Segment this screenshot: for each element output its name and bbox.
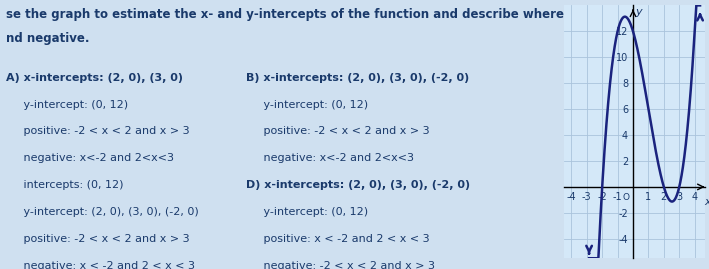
Text: D) x-intercepts: (2, 0), (3, 0), (-2, 0): D) x-intercepts: (2, 0), (3, 0), (-2, 0) (247, 180, 471, 190)
Text: positive: -2 < x < 2 and x > 3: positive: -2 < x < 2 and x > 3 (6, 234, 189, 244)
Text: y-intercept: (2, 0), (3, 0), (-2, 0): y-intercept: (2, 0), (3, 0), (-2, 0) (6, 207, 199, 217)
Text: nd negative.: nd negative. (6, 32, 89, 45)
Text: y-intercept: (0, 12): y-intercept: (0, 12) (247, 100, 369, 109)
Text: A) x-intercepts: (2, 0), (3, 0): A) x-intercepts: (2, 0), (3, 0) (6, 73, 183, 83)
Text: positive: x < -2 and 2 < x < 3: positive: x < -2 and 2 < x < 3 (247, 234, 430, 244)
Text: negative: x < -2 and 2 < x < 3: negative: x < -2 and 2 < x < 3 (6, 261, 194, 269)
Text: y: y (635, 7, 642, 17)
Text: se the graph to estimate the x- and y-intercepts of the function and describe wh: se the graph to estimate the x- and y-in… (6, 8, 705, 21)
Text: O: O (623, 193, 629, 202)
Text: B) x-intercepts: (2, 0), (3, 0), (-2, 0): B) x-intercepts: (2, 0), (3, 0), (-2, 0) (247, 73, 469, 83)
Text: positive: -2 < x < 2 and x > 3: positive: -2 < x < 2 and x > 3 (247, 126, 430, 136)
Text: y-intercept: (0, 12): y-intercept: (0, 12) (247, 207, 369, 217)
Text: positive: -2 < x < 2 and x > 3: positive: -2 < x < 2 and x > 3 (6, 126, 189, 136)
Text: negative: x<-2 and 2<x<3: negative: x<-2 and 2<x<3 (247, 153, 415, 163)
Text: intercepts: (0, 12): intercepts: (0, 12) (6, 180, 123, 190)
Text: x: x (704, 197, 709, 207)
Text: negative: -2 < x < 2 and x > 3: negative: -2 < x < 2 and x > 3 (247, 261, 435, 269)
Text: y-intercept: (0, 12): y-intercept: (0, 12) (6, 100, 128, 109)
Text: negative: x<-2 and 2<x<3: negative: x<-2 and 2<x<3 (6, 153, 174, 163)
